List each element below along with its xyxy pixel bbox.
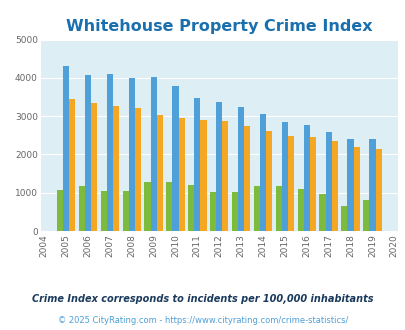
Bar — [178, 118, 184, 231]
Text: Crime Index corresponds to incidents per 100,000 inhabitants: Crime Index corresponds to incidents per… — [32, 294, 373, 304]
Bar — [369, 139, 375, 231]
Bar — [134, 108, 141, 231]
Bar — [113, 106, 119, 231]
Bar — [375, 149, 381, 231]
Bar — [156, 115, 162, 231]
Bar — [353, 147, 359, 231]
Bar — [122, 191, 128, 231]
Bar — [222, 121, 228, 231]
Bar — [172, 85, 178, 231]
Bar — [347, 139, 353, 231]
Bar — [281, 122, 287, 231]
Bar — [303, 125, 309, 231]
Bar — [215, 102, 222, 231]
Bar — [194, 98, 200, 231]
Bar — [265, 131, 271, 231]
Bar — [341, 206, 347, 231]
Bar — [57, 190, 63, 231]
Bar — [107, 74, 113, 231]
Bar — [100, 191, 107, 231]
Bar — [188, 185, 194, 231]
Bar — [253, 186, 259, 231]
Bar — [79, 186, 85, 231]
Bar — [200, 120, 206, 231]
Bar — [309, 137, 315, 231]
Bar — [362, 200, 369, 231]
Bar — [331, 141, 337, 231]
Bar — [69, 99, 75, 231]
Title: Whitehouse Property Crime Index: Whitehouse Property Crime Index — [66, 19, 372, 34]
Bar — [231, 192, 237, 231]
Text: © 2025 CityRating.com - https://www.cityrating.com/crime-statistics/: © 2025 CityRating.com - https://www.city… — [58, 316, 347, 325]
Bar — [319, 194, 325, 231]
Bar — [128, 78, 134, 231]
Bar — [63, 66, 69, 231]
Bar — [325, 132, 331, 231]
Bar — [209, 192, 215, 231]
Bar — [287, 136, 293, 231]
Bar — [85, 75, 91, 231]
Bar — [275, 186, 281, 231]
Bar — [150, 77, 156, 231]
Bar — [237, 107, 243, 231]
Bar — [243, 126, 250, 231]
Bar — [91, 103, 97, 231]
Bar — [166, 182, 172, 231]
Bar — [144, 182, 150, 231]
Bar — [259, 114, 265, 231]
Bar — [297, 189, 303, 231]
